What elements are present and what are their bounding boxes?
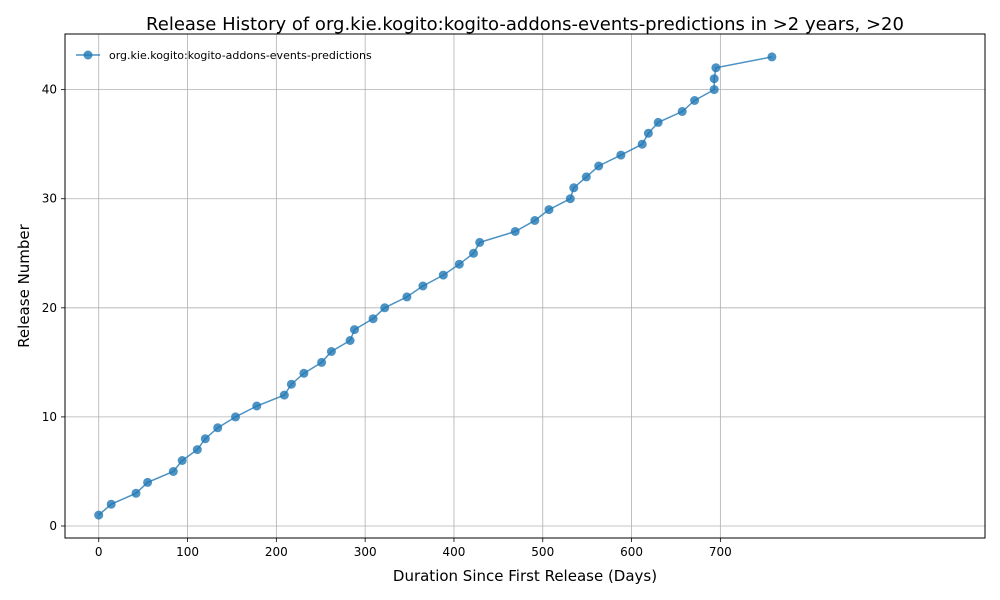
x-tick-label: 500 [531, 545, 554, 559]
data-point [326, 347, 336, 356]
x-axis-ticks: 0 100 200 300 400 500 600 700 [95, 538, 732, 559]
x-tick-label: 0 [95, 545, 103, 559]
data-point [709, 74, 719, 84]
series-layer [94, 52, 777, 520]
legend-label: org.kie.kogito:kogito-addons-events-pred… [109, 49, 372, 62]
data-point [581, 172, 591, 182]
data-point [345, 336, 355, 345]
data-point [637, 139, 647, 149]
x-tick-label: 300 [354, 545, 377, 559]
data-point [530, 216, 540, 225]
data-point [418, 281, 428, 291]
data-point [279, 390, 289, 400]
plot-frame [64, 33, 986, 539]
data-point [709, 85, 719, 95]
data-point [711, 63, 721, 73]
data-point [177, 456, 187, 465]
y-tick-label: 40 [42, 83, 57, 97]
y-tick-label: 0 [49, 519, 57, 533]
data-point [616, 150, 626, 160]
grid-lines [65, 34, 985, 538]
y-tick-label: 30 [42, 192, 57, 206]
data-point [143, 477, 153, 487]
x-tick-label: 100 [176, 545, 199, 559]
data-point [168, 467, 178, 476]
data-point [94, 510, 104, 520]
data-point [402, 292, 412, 302]
data-point [653, 117, 663, 127]
data-point [317, 357, 327, 367]
data-point [594, 161, 604, 171]
data-point [252, 401, 262, 411]
chart-title: Release History of org.kie.kogito:kogito… [146, 14, 904, 35]
x-tick-label: 200 [265, 545, 288, 559]
data-point [350, 325, 359, 335]
data-point [192, 445, 202, 455]
x-axis-label: Duration Since First Release (Days) [393, 567, 657, 585]
data-point [231, 412, 240, 422]
data-point [643, 128, 653, 138]
data-point [299, 368, 309, 378]
x-tick-label: 600 [620, 545, 643, 559]
data-point [510, 227, 520, 236]
data-point [438, 270, 448, 280]
y-tick-label: 20 [42, 301, 57, 315]
data-point [213, 423, 223, 433]
data-point [380, 303, 390, 313]
data-point [475, 237, 485, 247]
x-tick-label: 400 [443, 545, 466, 559]
data-point [106, 499, 116, 509]
y-axis-label: Release Number [15, 223, 33, 347]
data-point [368, 314, 378, 324]
data-point [690, 96, 700, 105]
data-point [131, 488, 141, 498]
legend-marker [83, 50, 93, 60]
data-point [200, 434, 210, 444]
data-point [286, 379, 296, 389]
data-point [565, 194, 575, 204]
data-point [767, 52, 777, 62]
data-point [544, 205, 554, 215]
data-point [677, 107, 687, 116]
legend: org.kie.kogito:kogito-addons-events-pred… [76, 49, 372, 62]
y-tick-label: 10 [42, 410, 57, 424]
data-point [454, 259, 464, 269]
data-point [569, 183, 579, 193]
data-point [469, 248, 478, 258]
x-tick-label: 700 [709, 545, 732, 559]
y-axis-ticks: 0 10 20 30 40 [42, 83, 65, 533]
